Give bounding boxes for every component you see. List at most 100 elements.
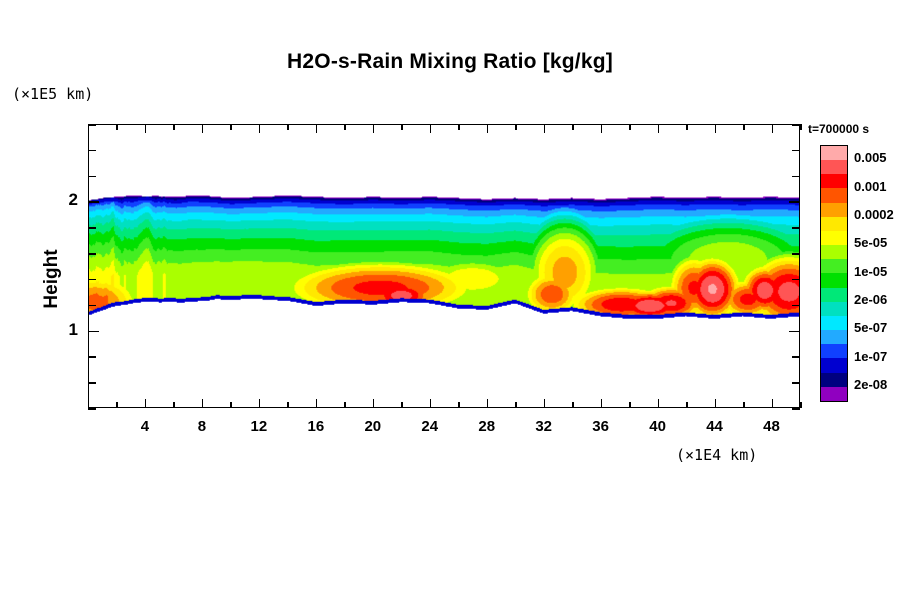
x-tick-major-top bbox=[429, 124, 432, 133]
colorbar-band bbox=[821, 188, 847, 203]
y-tick-minor-right bbox=[792, 304, 800, 307]
x-tick-label: 20 bbox=[364, 418, 382, 435]
x-tick-minor bbox=[743, 402, 745, 408]
y-tick-minor bbox=[88, 124, 96, 126]
x-tick-minor bbox=[800, 402, 802, 408]
x-tick-minor bbox=[686, 402, 688, 408]
colorbar-band bbox=[821, 358, 847, 373]
x-tick-label: 8 bbox=[197, 418, 207, 435]
y-tick-minor-right bbox=[792, 253, 800, 255]
colorbar-band bbox=[821, 273, 847, 288]
x-tick-label: 12 bbox=[250, 418, 268, 435]
x-tick-major-top bbox=[657, 124, 660, 133]
y-tick-minor-right bbox=[792, 227, 800, 229]
colorbar-band bbox=[821, 245, 847, 260]
colorbar bbox=[820, 145, 848, 402]
y-tick-minor bbox=[88, 227, 96, 229]
x-tick-major bbox=[771, 399, 774, 408]
y-tick-label: 2 bbox=[68, 190, 78, 210]
x-tick-minor bbox=[401, 402, 403, 408]
x-tick-minor bbox=[116, 402, 118, 408]
x-tick-minor-top bbox=[458, 124, 460, 130]
colorbar-band bbox=[821, 160, 847, 175]
colorbar-band bbox=[821, 259, 847, 274]
x-tick-major-top bbox=[714, 124, 717, 133]
y-tick-minor bbox=[88, 149, 96, 152]
x-tick-label: 16 bbox=[307, 418, 325, 435]
y-tick-minor bbox=[88, 382, 96, 384]
x-tick-major bbox=[201, 399, 204, 408]
colorbar-band bbox=[821, 146, 847, 161]
y-tick-minor-right bbox=[792, 278, 800, 281]
x-tick-label: 4 bbox=[140, 418, 150, 435]
x-tick-major bbox=[543, 399, 546, 408]
colorbar-band bbox=[821, 174, 847, 189]
y-tick-minor-right bbox=[792, 149, 800, 152]
plot-area bbox=[88, 124, 800, 408]
x-tick-major bbox=[372, 399, 375, 408]
y-tick-minor bbox=[88, 408, 96, 410]
x-tick-label: 44 bbox=[706, 418, 723, 435]
page-title: H2O-s-Rain Mixing Ratio [kg/kg] bbox=[287, 50, 613, 73]
y-tick-minor-right bbox=[792, 356, 800, 358]
colorbar-band bbox=[821, 301, 847, 316]
x-tick-major-top bbox=[315, 124, 318, 133]
x-tick-minor bbox=[230, 402, 232, 408]
x-tick-minor-top bbox=[116, 124, 118, 130]
colorbar-band bbox=[821, 216, 847, 231]
x-tick-minor-top bbox=[287, 124, 289, 130]
colorbar-band bbox=[821, 287, 847, 302]
x-tick-major bbox=[714, 399, 717, 408]
x-tick-major bbox=[144, 399, 147, 408]
x-tick-minor-top bbox=[401, 124, 403, 130]
colorbar-band bbox=[821, 315, 847, 331]
y-tick-major-right bbox=[789, 201, 800, 203]
colorbar-band bbox=[821, 230, 847, 246]
x-tick-label: 36 bbox=[592, 418, 609, 435]
colorbar-band bbox=[821, 344, 847, 359]
x-tick-minor bbox=[458, 402, 460, 408]
x-tick-major-top bbox=[201, 124, 204, 133]
colorbar-label: 5e-05 bbox=[854, 235, 888, 251]
y-tick-minor bbox=[88, 175, 96, 178]
x-tick-minor bbox=[515, 402, 517, 408]
x-tick-minor bbox=[173, 402, 175, 408]
colorbar-label: 0.001 bbox=[854, 178, 887, 194]
colorbar-band bbox=[821, 372, 847, 387]
y-tick-minor bbox=[88, 278, 96, 281]
colorbar-label: 2e-06 bbox=[854, 291, 888, 307]
x-tick-major bbox=[486, 399, 489, 408]
y-tick-minor-right bbox=[792, 382, 800, 384]
x-tick-major-top bbox=[486, 124, 489, 133]
colorbar-label: 1e-07 bbox=[854, 348, 888, 364]
x-tick-label: 40 bbox=[649, 418, 666, 435]
x-tick-minor bbox=[629, 402, 631, 408]
x-tick-minor-top bbox=[629, 124, 631, 130]
x-tick-minor-top bbox=[230, 124, 232, 130]
x-tick-major-top bbox=[372, 124, 375, 133]
x-tick-minor bbox=[287, 402, 289, 408]
x-tick-label: 28 bbox=[478, 418, 496, 435]
time-annotation: t=700000 s bbox=[808, 122, 870, 136]
colorbar-label: 2e-08 bbox=[854, 376, 888, 392]
y-tick-major bbox=[88, 330, 99, 333]
x-tick-major bbox=[258, 399, 261, 408]
y-tick-minor bbox=[88, 304, 96, 307]
x-tick-minor-top bbox=[344, 124, 346, 130]
x-tick-major bbox=[315, 399, 318, 408]
colorbar-band bbox=[821, 202, 847, 217]
y-tick-major-right bbox=[789, 330, 800, 333]
x-tick-major-top bbox=[258, 124, 261, 133]
contour-field bbox=[89, 125, 799, 407]
x-tick-minor-top bbox=[800, 124, 802, 130]
colorbar-label: 1e-05 bbox=[854, 263, 888, 279]
x-tick-major-top bbox=[771, 124, 774, 133]
colorbar-label: 5e-07 bbox=[854, 320, 888, 336]
x-tick-major-top bbox=[543, 124, 546, 133]
x-tick-minor-top bbox=[572, 124, 574, 130]
x-tick-major bbox=[429, 399, 432, 408]
x-tick-label: 32 bbox=[535, 418, 553, 435]
x-axis-unit-label: (×1E4 km) bbox=[676, 446, 758, 464]
x-tick-major-top bbox=[144, 124, 147, 133]
